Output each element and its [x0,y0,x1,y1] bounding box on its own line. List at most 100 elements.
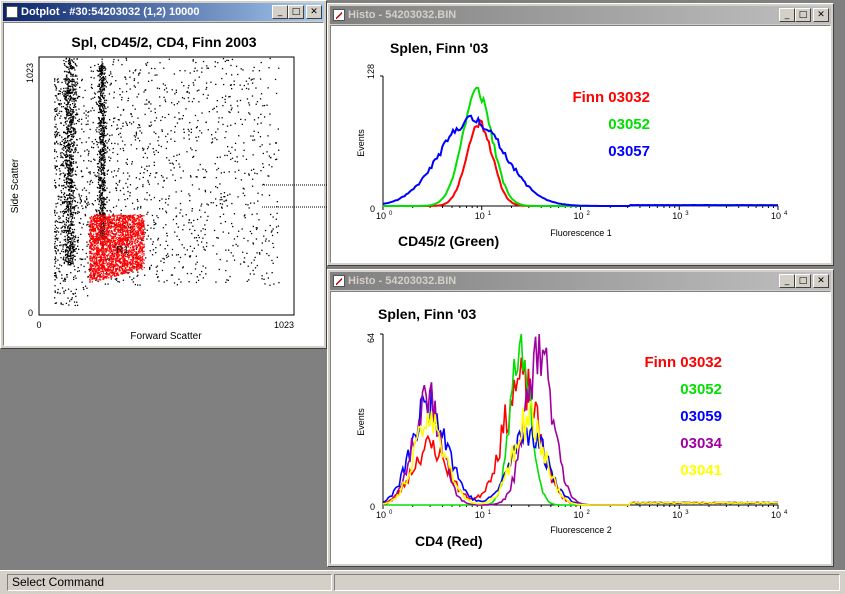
event-dot [59,241,61,243]
event-dot [148,101,150,104]
maximize-button[interactable]: □ [288,5,304,19]
event-dot [80,201,82,203]
event-dot [195,176,197,178]
event-dot [59,142,61,144]
event-dot [130,268,132,270]
event-dot [66,276,68,278]
event-dot [217,167,220,170]
event-dot [67,256,69,258]
event-dot [110,241,112,243]
dotplot-chart[interactable]: Spl, CD45/2, CD4, Finn 2003 R1 0 1023 0 … [4,23,324,346]
event-dot [110,224,112,227]
event-dot [103,183,105,186]
event-dot [100,154,102,156]
event-dot [70,108,73,111]
event-dot [98,217,100,219]
event-dot [118,265,120,267]
event-dot [99,87,101,89]
event-dot [68,178,71,180]
event-dot [100,240,102,243]
event-dot [67,128,69,131]
event-dot [165,87,168,89]
event-dot [138,268,140,270]
event-dot [119,261,121,263]
event-dot [80,170,82,172]
event-dot [216,111,218,113]
event-dot [99,177,101,179]
event-dot [100,100,102,103]
event-dot [263,235,265,237]
close-button[interactable]: ✕ [306,5,322,19]
event-dot [87,262,89,264]
minimize-button[interactable]: _ [272,5,288,19]
event-dot [93,276,96,278]
event-dot [109,230,111,232]
event-dot [105,240,107,242]
event-dot [221,206,223,208]
event-dot [243,149,245,151]
event-dot [64,289,67,291]
event-dot [66,206,68,208]
event-dot [103,204,105,206]
event-dot [269,113,271,115]
event-dot [124,237,127,239]
dotplot-app-icon[interactable] [6,6,18,18]
event-dot [153,161,155,163]
event-dot [64,235,66,238]
event-dot [156,270,158,272]
event-dot [118,250,120,253]
event-dot [168,159,170,161]
event-dot [131,228,133,230]
event-dot [126,228,129,230]
event-dot [266,104,268,106]
event-dot [76,78,79,80]
event-dot [68,183,71,185]
event-dot [68,90,70,92]
event-dot [66,127,68,129]
event-dot [104,95,106,97]
event-dot [103,98,105,100]
dotplot-window[interactable]: Dotplot - #30:54203032 (1,2) 10000 _ □ ✕… [0,0,327,349]
event-dot [100,157,102,160]
event-dot [154,74,156,76]
event-dot [60,302,62,304]
event-dot [66,112,68,114]
event-dot [70,80,72,82]
event-dot [262,152,264,155]
event-dot [69,249,71,251]
event-dot [98,129,100,131]
dotplot-titlebar[interactable]: Dotplot - #30:54203032 (1,2) 10000 _ □ ✕ [3,3,324,21]
event-dot [153,164,155,166]
event-dot [103,255,106,257]
event-dot [101,187,103,190]
event-dot [88,225,90,228]
event-dot [102,272,105,274]
event-dot [99,235,101,237]
event-dot [185,108,187,110]
event-dot [128,229,130,231]
event-dot [59,104,61,106]
event-dot [111,252,114,254]
event-dot [83,160,85,162]
event-dot [61,164,63,166]
event-dot [69,243,72,245]
event-dot [94,248,96,250]
event-dot [112,121,115,123]
event-dot [57,288,59,291]
event-dot [65,153,67,156]
event-dot [74,275,76,277]
event-dot [72,127,75,129]
event-dot [253,139,256,141]
event-dot [68,135,71,137]
event-dot [139,264,141,266]
event-dot [99,67,101,69]
event-dot [64,181,66,183]
event-dot [237,245,239,247]
event-dot [113,246,115,249]
event-dot [72,254,75,256]
event-dot [58,195,60,197]
event-dot [122,254,124,256]
event-dot [63,231,65,233]
event-dot [250,169,253,171]
event-dot [73,66,75,68]
